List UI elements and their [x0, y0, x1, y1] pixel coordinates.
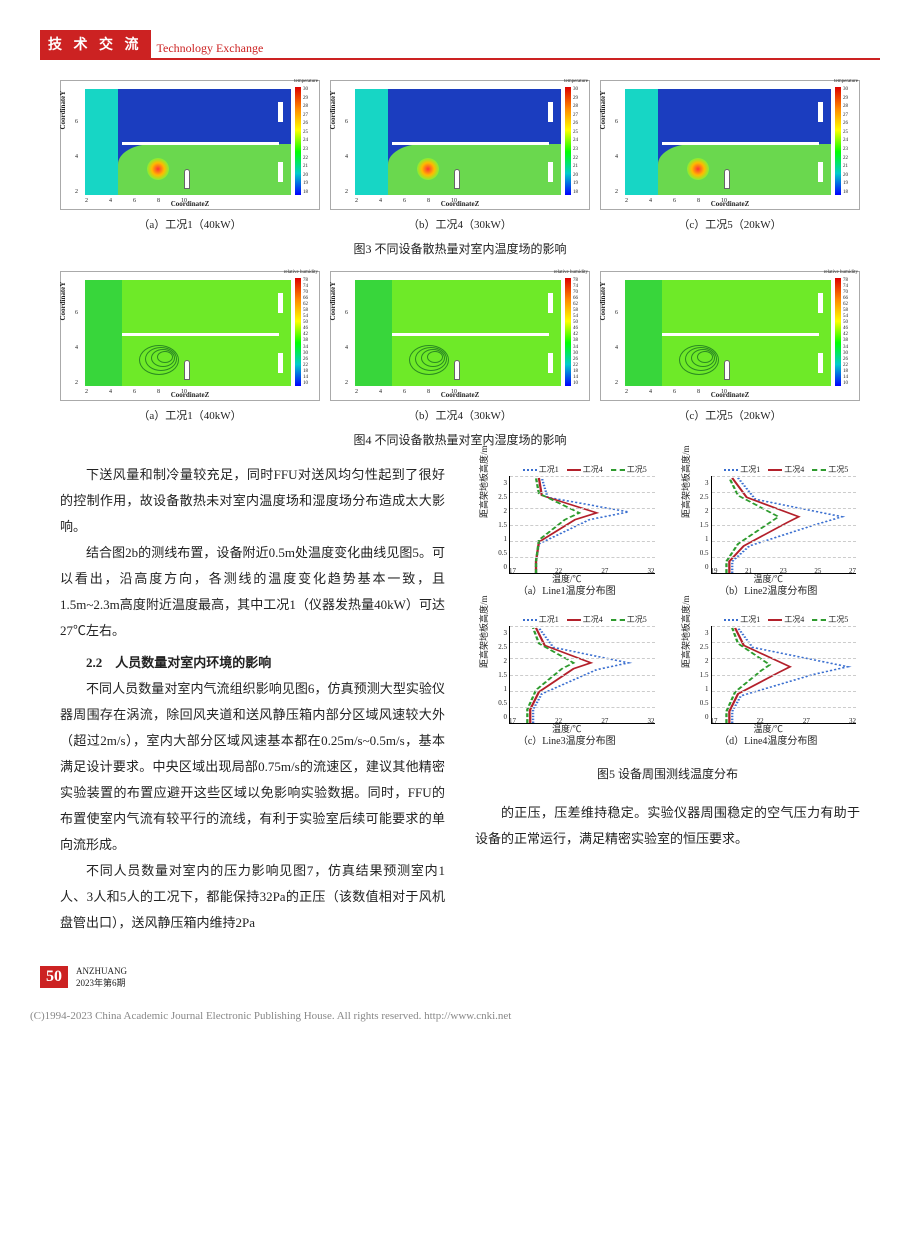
right-column: 工况1工况4工况5距高架地板高度/m32.521.510.5017222732温…: [475, 462, 860, 936]
header-sub: Technology Exchange: [157, 41, 264, 58]
cfd-plot: CoordinateYCoordinateZ246810246temperatu…: [600, 80, 860, 210]
subfig-caption: （a）工况1（40kW）: [60, 216, 320, 232]
figure-3: CoordinateYCoordinateZ246810246temperatu…: [60, 80, 860, 232]
figure-4: CoordinateYCoordinateZ246810246relative …: [60, 271, 860, 423]
page-footer: 50 ANZHUANG 2023年第6期: [40, 966, 880, 1006]
line-chart: 工况1工况4工况5距高架地板高度/m32.521.510.5017222732温…: [475, 612, 659, 752]
section-header: 技 术 交 流 Technology Exchange: [40, 30, 880, 60]
cfd-plot: CoordinateYCoordinateZ246810246temperatu…: [60, 80, 320, 210]
subfig-caption: （b）工况4（30kW）: [330, 216, 590, 232]
cfd-plot: CoordinateYCoordinateZ246810246temperatu…: [330, 80, 590, 210]
figure-3-caption: 图3 不同设备散热量对室内温度场的影响: [0, 240, 920, 257]
cfd-plot: CoordinateYCoordinateZ246810246relative …: [60, 271, 320, 401]
cnki-footer: (C)1994-2023 China Academic Journal Elec…: [30, 1010, 860, 1022]
page-number: 50: [40, 966, 68, 988]
subfig-caption: （b）Line2温度分布图: [677, 582, 861, 602]
line-chart: 工况1工况4工况5距高架地板高度/m32.521.510.5017222732温…: [677, 612, 861, 752]
cfd-plot: CoordinateYCoordinateZ246810246relative …: [330, 271, 590, 401]
subfig-caption: （d）Line4温度分布图: [677, 732, 861, 752]
header-badge: 技 术 交 流: [40, 30, 151, 58]
paragraph: 结合图2b的测线布置，设备附近0.5m处温度变化曲线见图5。可以看出，沿高度方向…: [60, 540, 445, 644]
paragraph: 不同人员数量对室内气流组织影响见图6，仿真预测大型实验仪器周围存在涡流，除回风夹…: [60, 676, 445, 858]
paragraph: 的正压，压差维持稳定。实验仪器周围稳定的空气压力有助于设备的正常运行，满足精密实…: [475, 800, 860, 852]
line-chart: 工况1工况4工况5距高架地板高度/m32.521.510.50192123252…: [677, 462, 861, 602]
left-column: 下送风量和制冷量较充足，同时FFU对送风均匀性起到了很好的控制作用，故设备散热未…: [60, 462, 445, 936]
subfig-caption: （a）工况1（40kW）: [60, 407, 320, 423]
figure-5-caption: 图5 设备周围测线温度分布: [475, 762, 860, 786]
section-heading: 2.2 人员数量对室内环境的影响: [60, 650, 445, 676]
figure-5: 工况1工况4工况5距高架地板高度/m32.521.510.5017222732温…: [475, 462, 860, 752]
subfig-caption: （a）Line1温度分布图: [475, 582, 659, 602]
cfd-plot: CoordinateYCoordinateZ246810246relative …: [600, 271, 860, 401]
subfig-caption: （c）工况5（20kW）: [600, 216, 860, 232]
line-chart: 工况1工况4工况5距高架地板高度/m32.521.510.5017222732温…: [475, 462, 659, 602]
issue: 2023年第6期: [76, 978, 127, 990]
magazine-name: ANZHUANG: [76, 966, 127, 978]
subfig-caption: （c）工况5（20kW）: [600, 407, 860, 423]
paragraph: 不同人员数量对室内的压力影响见图7，仿真结果预测室内1人、3人和5人的工况下，都…: [60, 858, 445, 936]
figure-4-caption: 图4 不同设备散热量对室内湿度场的影响: [0, 431, 920, 448]
subfig-caption: （b）工况4（30kW）: [330, 407, 590, 423]
paragraph: 下送风量和制冷量较充足，同时FFU对送风均匀性起到了很好的控制作用，故设备散热未…: [60, 462, 445, 540]
subfig-caption: （c）Line3温度分布图: [475, 732, 659, 752]
